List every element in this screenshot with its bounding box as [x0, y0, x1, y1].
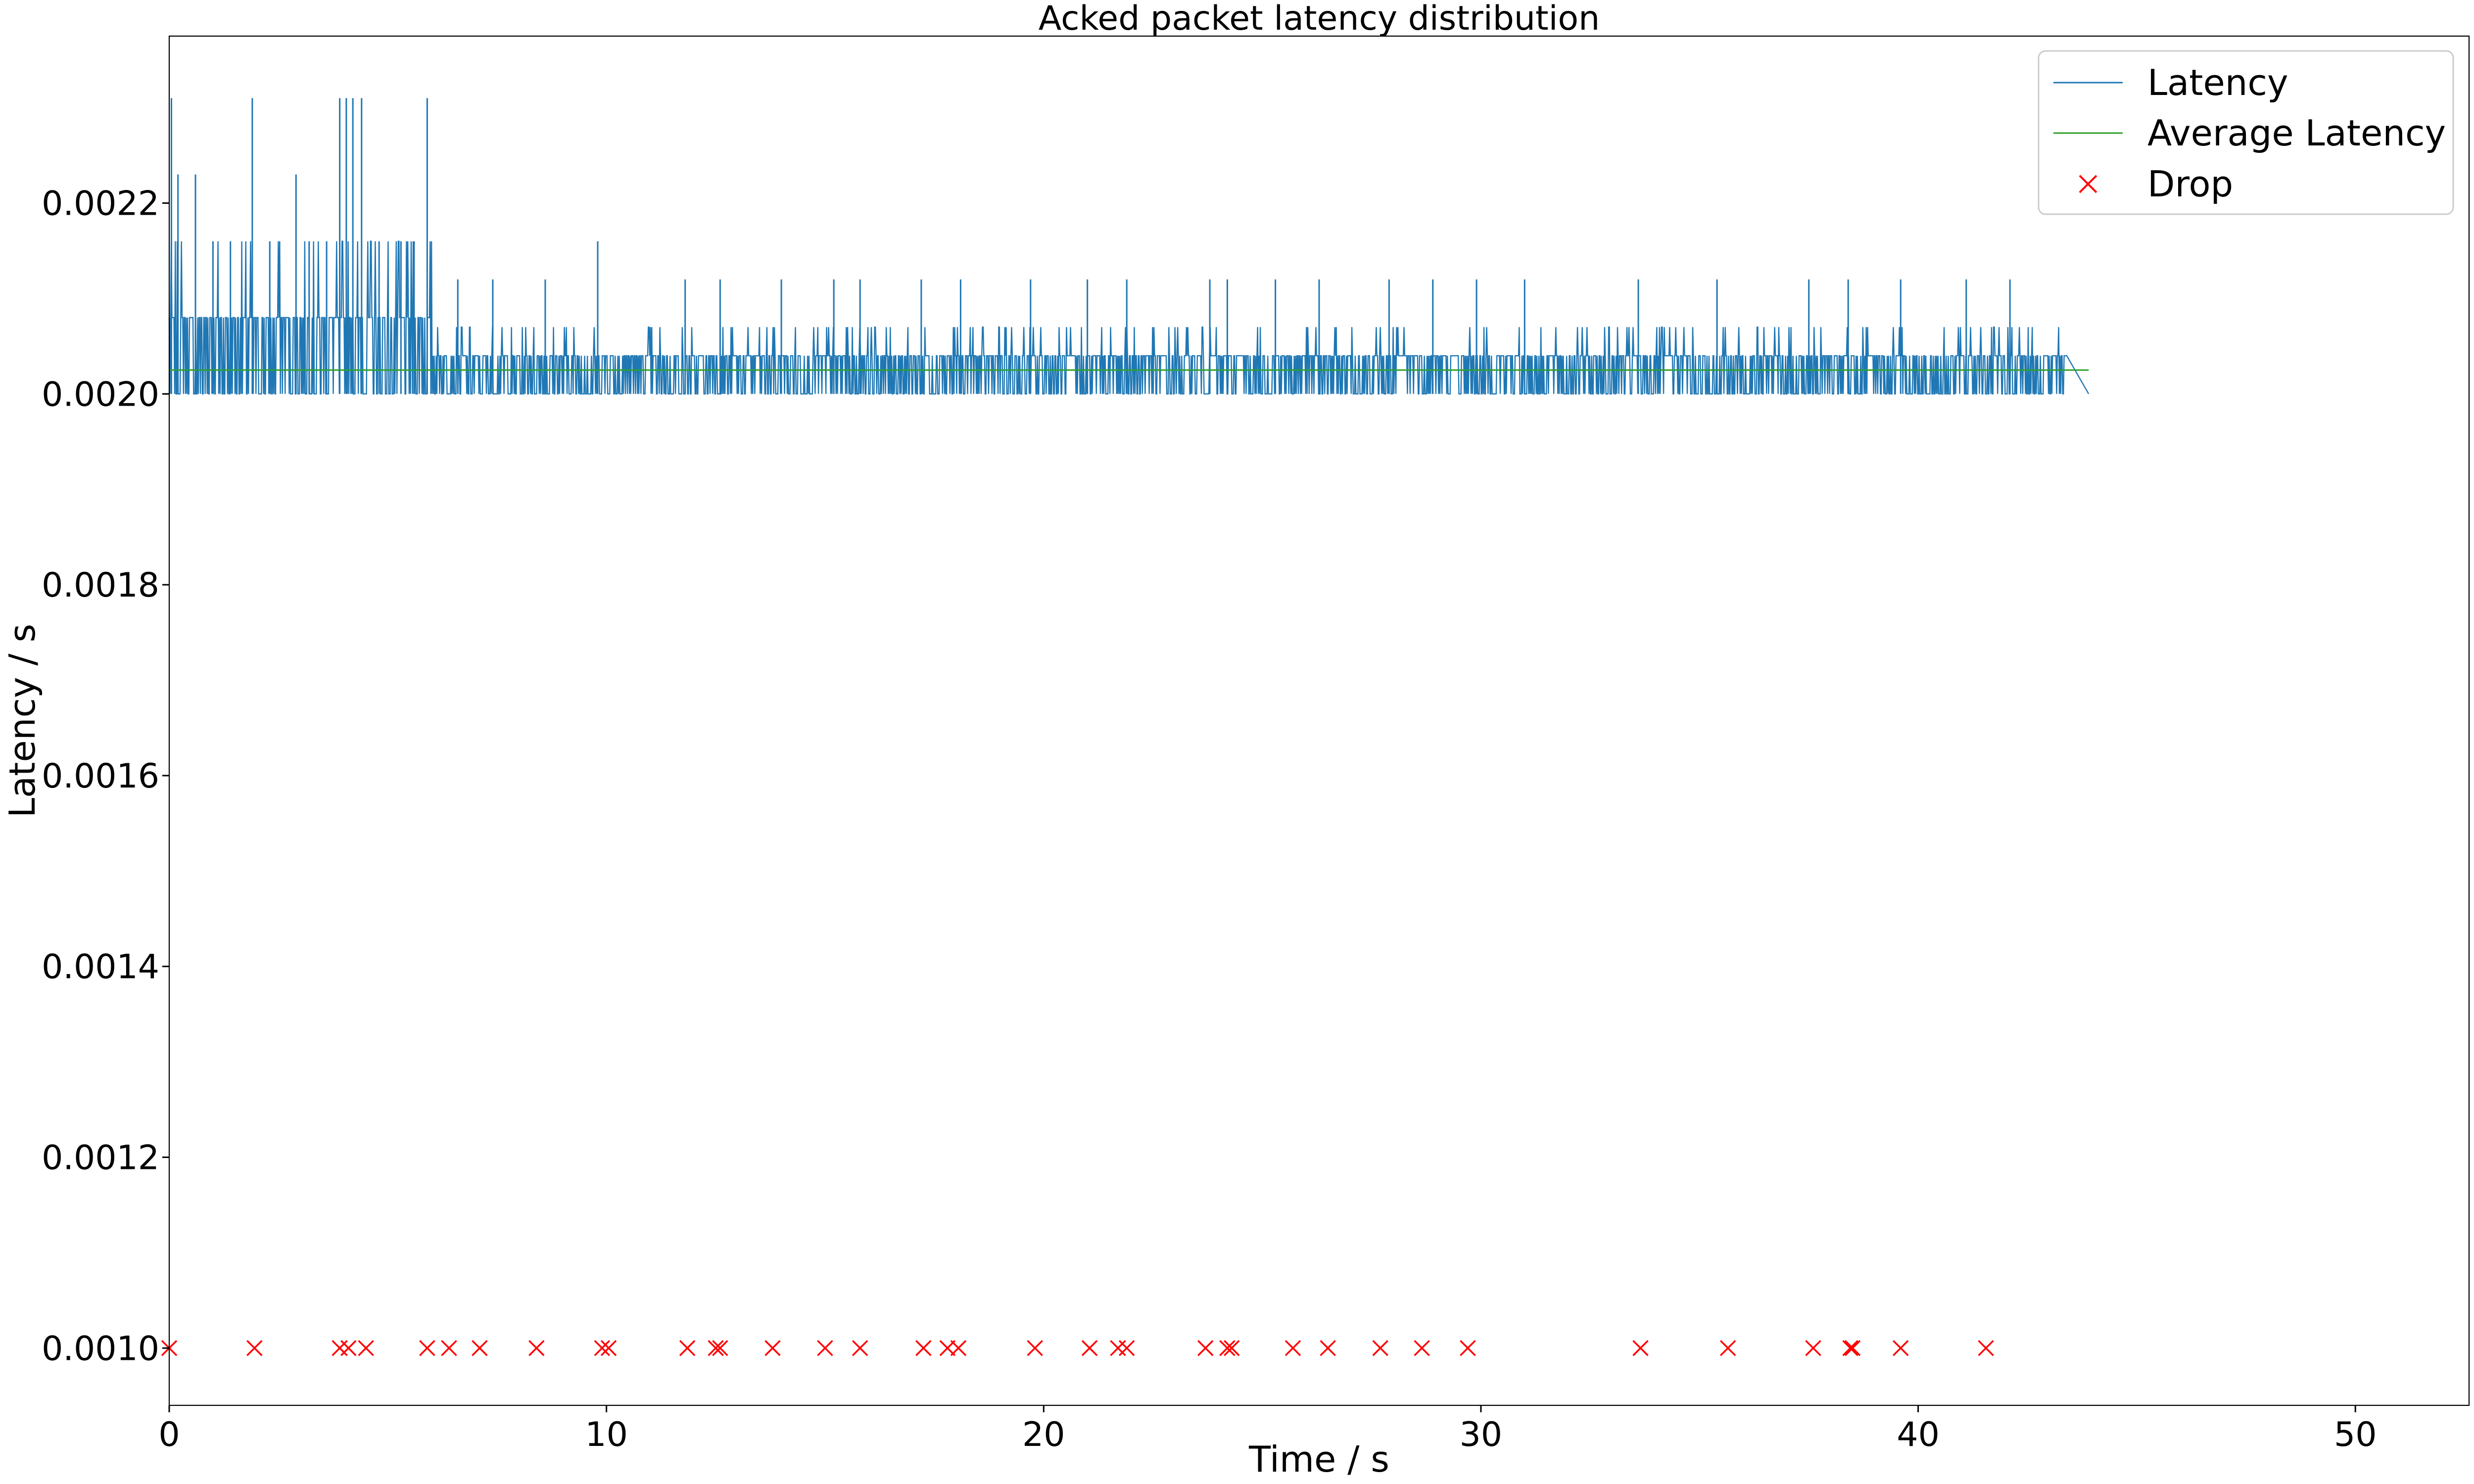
drop-marker — [1842, 1340, 1858, 1356]
legend-drop-swatch — [2079, 175, 2097, 193]
y-tick-label: 0.0014 — [42, 948, 159, 987]
drop-marker — [594, 1340, 611, 1356]
chart-title: Acked packet latency distribution — [1039, 0, 1600, 38]
drop-marker — [950, 1340, 967, 1356]
legend-box — [2038, 50, 2454, 215]
x-tick-label: 0 — [158, 1415, 180, 1454]
x-axis-label: Time / s — [1248, 1438, 1389, 1480]
y-tick-label: 0.0012 — [42, 1138, 159, 1177]
legend-average-label: Average Latency — [2147, 112, 2446, 154]
drop-marker — [817, 1340, 833, 1356]
y-axis-label: Latency / s — [1, 624, 43, 818]
drop-marker — [708, 1340, 724, 1356]
x-tick-label: 10 — [585, 1415, 628, 1454]
y-tick-label: 0.0010 — [42, 1329, 159, 1368]
drop-marker — [246, 1340, 263, 1356]
drop-marker — [1414, 1340, 1430, 1356]
y-tick-label: 0.0016 — [42, 757, 159, 796]
x-tick-label: 50 — [2334, 1415, 2377, 1454]
drop-marker — [340, 1340, 357, 1356]
drop-marker — [419, 1340, 435, 1356]
y-tick-label: 0.0018 — [42, 566, 159, 605]
legend-drop-label: Drop — [2147, 163, 2233, 205]
drop-marker — [1460, 1340, 1476, 1356]
drop-marker — [528, 1340, 545, 1356]
x-tick-label: 30 — [1460, 1415, 1503, 1454]
drop-marker — [441, 1340, 457, 1356]
drop-marker — [1081, 1340, 1098, 1356]
drop-marker — [679, 1340, 696, 1356]
drop-marker — [1285, 1340, 1301, 1356]
y-axis: 0.0010 0.0012 0.0014 0.0016 0.0018 0.0020 0.00… — [42, 185, 169, 1368]
latency-series-line — [168, 240, 2090, 395]
legend-latency-label: Latency — [2147, 62, 2288, 103]
drop-marker — [1632, 1340, 1649, 1356]
drop-marker — [915, 1340, 932, 1356]
drop-marker — [1978, 1340, 1994, 1356]
plot-frame — [168, 35, 2470, 1406]
y-tick-label: 0.0022 — [42, 185, 159, 224]
drop-marker — [712, 1340, 728, 1356]
drop-marker — [1893, 1340, 1909, 1356]
drop-marker — [1805, 1340, 1821, 1356]
drop-marker — [1219, 1340, 1236, 1356]
drop-marker — [764, 1340, 781, 1356]
drop-marker — [472, 1340, 488, 1356]
legend: Latency Average Latency Drop — [2038, 50, 2454, 215]
drop-marker — [1844, 1340, 1861, 1356]
plot-area — [161, 98, 2090, 1356]
y-tick-label: 0.0020 — [42, 375, 159, 414]
x-tick-label: 20 — [1022, 1415, 1065, 1454]
drop-marker — [852, 1340, 868, 1356]
x-tick-label: 40 — [1897, 1415, 1940, 1454]
drop-marker — [1027, 1340, 1043, 1356]
drop-marker — [600, 1340, 617, 1356]
drop-marker — [358, 1340, 374, 1356]
drop-marker — [1719, 1340, 1736, 1356]
drop-marker — [1224, 1340, 1240, 1356]
drop-marker — [1197, 1340, 1214, 1356]
x-axis: 0 10 20 30 40 50 — [158, 1405, 2377, 1454]
drop-marker — [1372, 1340, 1388, 1356]
drop-marker — [1320, 1340, 1336, 1356]
drop-marker — [1118, 1340, 1135, 1356]
